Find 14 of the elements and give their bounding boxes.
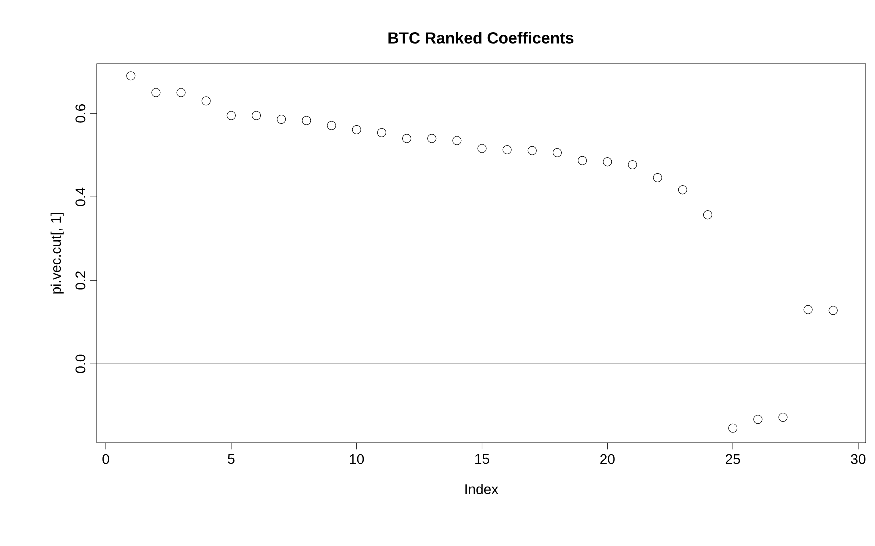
x-axis-title: Index [466, 484, 498, 494]
y-tick-label: 0.6 [76, 104, 86, 123]
x-tick-label: 30 [851, 454, 866, 464]
y-tick-label: 0.0 [76, 354, 86, 374]
x-tick-label: 15 [476, 454, 490, 464]
chart-title: BTC Ranked Coefficents [388, 32, 574, 44]
x-tick-label: 0 [102, 454, 110, 464]
y-tick-label: 0.4 [76, 188, 86, 206]
y-axis-title: pi.vec.cut[, 1] [50, 213, 64, 294]
x-tick-label: 5 [228, 454, 235, 464]
x-tick-label: 10 [350, 454, 364, 464]
y-tick-label: 0.2 [76, 272, 86, 290]
x-tick-label: 20 [600, 454, 615, 464]
x-tick-label: 25 [726, 454, 740, 464]
